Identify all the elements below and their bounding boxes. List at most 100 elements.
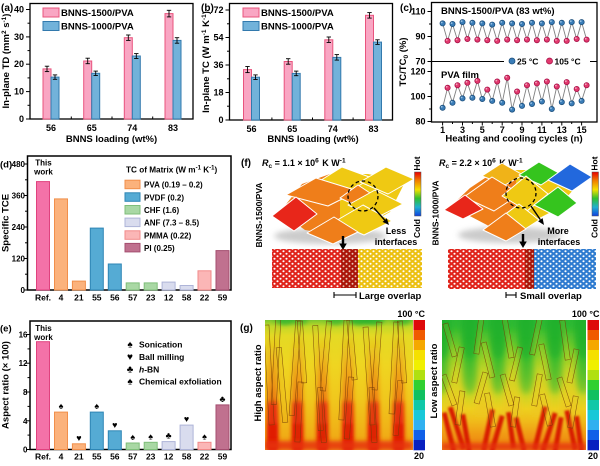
svg-text:This: This — [35, 324, 52, 333]
svg-text:54: 54 — [213, 33, 223, 43]
svg-text:65: 65 — [87, 123, 97, 133]
svg-text:Ball milling: Ball milling — [139, 352, 184, 362]
svg-text:120: 120 — [12, 255, 26, 264]
svg-text:58: 58 — [182, 452, 192, 462]
svg-text:Hot: Hot — [412, 156, 422, 170]
svg-text:100 °C: 100 °C — [397, 309, 425, 319]
svg-text:23: 23 — [146, 293, 156, 303]
svg-text:58: 58 — [182, 293, 192, 303]
svg-text:Sonication: Sonication — [139, 340, 182, 350]
svg-text:10: 10 — [14, 87, 24, 97]
svg-text:♣: ♣ — [220, 394, 226, 404]
svg-text:56: 56 — [246, 124, 256, 134]
svg-text:BNNS-1500/PVA (83 wt%): BNNS-1500/PVA (83 wt%) — [441, 6, 555, 17]
svg-text:23: 23 — [146, 452, 156, 462]
svg-text:BNNS loading (wt%): BNNS loading (wt%) — [66, 134, 157, 145]
svg-text:20: 20 — [588, 451, 598, 461]
svg-text:57: 57 — [128, 293, 138, 303]
svg-text:(c): (c) — [400, 3, 412, 14]
svg-text:BNNS-1500/PVA: BNNS-1500/PVA — [61, 8, 134, 19]
svg-text:16: 16 — [19, 331, 28, 340]
svg-text:65: 65 — [287, 124, 297, 134]
svg-text:Ref.: Ref. — [35, 452, 51, 462]
svg-text:8: 8 — [23, 388, 28, 397]
svg-text:240: 240 — [12, 223, 26, 232]
svg-text:♠: ♠ — [202, 431, 207, 441]
svg-text:15: 15 — [577, 125, 587, 135]
svg-text:Rc = 1.1 × 106 K W-1: Rc = 1.1 × 106 K W-1 — [262, 158, 346, 171]
svg-text:74: 74 — [127, 123, 137, 133]
svg-text:(e): (e) — [0, 324, 12, 335]
svg-text:0: 0 — [23, 446, 28, 455]
svg-text:105 °C: 105 °C — [555, 57, 581, 67]
svg-text:BNNS-1500/PVA: BNNS-1500/PVA — [261, 8, 334, 19]
svg-text:♠: ♠ — [130, 432, 135, 442]
svg-text:100 °C: 100 °C — [572, 309, 600, 319]
svg-text:3: 3 — [460, 125, 465, 135]
svg-text:Large overlap: Large overlap — [359, 291, 421, 302]
svg-text:Ref.: Ref. — [35, 293, 51, 303]
svg-text:13: 13 — [557, 125, 567, 135]
svg-text:20: 20 — [14, 59, 24, 69]
svg-text:59: 59 — [218, 293, 228, 303]
svg-text:♥: ♥ — [127, 352, 133, 363]
svg-text:Aspect ratio (× 100): Aspect ratio (× 100) — [1, 341, 12, 429]
svg-text:PI (0.25): PI (0.25) — [144, 244, 175, 253]
svg-text:0: 0 — [19, 114, 24, 124]
svg-text:♣: ♣ — [166, 431, 172, 441]
svg-text:ANF (7.3 – 8.5): ANF (7.3 – 8.5) — [144, 219, 199, 228]
svg-text:TC/TC0 (%): TC/TC0 (%) — [398, 37, 410, 86]
svg-text:Rc = 2.2 × 106 K W-1: Rc = 2.2 × 106 K W-1 — [439, 158, 523, 171]
svg-text:PMMA (0.22): PMMA (0.22) — [144, 231, 192, 240]
svg-text:♠: ♠ — [127, 377, 133, 388]
svg-text:4: 4 — [59, 293, 64, 303]
svg-text:PVDF (0.2): PVDF (0.2) — [144, 193, 184, 202]
svg-text:(a): (a) — [1, 3, 13, 14]
svg-text:This: This — [35, 159, 52, 168]
svg-text:High aspect ratio: High aspect ratio — [253, 344, 264, 421]
svg-text:BNNS loading (wt%): BNNS loading (wt%) — [267, 134, 358, 145]
svg-text:12: 12 — [164, 293, 174, 303]
svg-text:25 °C: 25 °C — [517, 57, 538, 67]
svg-text:83: 83 — [368, 124, 378, 134]
svg-text:Cold: Cold — [412, 219, 422, 238]
svg-text:72: 72 — [213, 5, 223, 15]
svg-text:1: 1 — [440, 125, 445, 135]
svg-text:12: 12 — [19, 359, 28, 368]
svg-text:56: 56 — [46, 123, 56, 133]
svg-text:57: 57 — [128, 452, 138, 462]
svg-text:♠: ♠ — [127, 340, 133, 351]
svg-text:h-BN: h-BN — [139, 364, 159, 374]
svg-text:♠: ♠ — [94, 401, 99, 411]
svg-text:Hot: Hot — [590, 156, 600, 170]
svg-text:83: 83 — [168, 123, 178, 133]
svg-text:interfaces: interfaces — [375, 237, 418, 247]
svg-text:120: 120 — [410, 67, 425, 77]
svg-text:♠: ♠ — [59, 401, 64, 411]
svg-text:PVA (0.19 – 0.2): PVA (0.19 – 0.2) — [144, 181, 203, 190]
svg-text:Specific TCE: Specific TCE — [1, 194, 12, 252]
svg-text:40: 40 — [14, 5, 24, 15]
svg-text:♥: ♥ — [184, 414, 189, 424]
svg-text:CHF (1.6): CHF (1.6) — [144, 206, 179, 215]
svg-text:4: 4 — [23, 417, 28, 426]
svg-text:56: 56 — [110, 293, 120, 303]
svg-text:PVA film: PVA film — [441, 70, 479, 81]
svg-text:21: 21 — [74, 452, 84, 462]
svg-text:♣: ♣ — [127, 364, 134, 375]
svg-text:90: 90 — [415, 32, 425, 42]
svg-text:18: 18 — [213, 88, 223, 98]
svg-text:(f): (f) — [241, 158, 251, 169]
svg-text:Less: Less — [386, 226, 407, 236]
svg-text:22: 22 — [200, 452, 210, 462]
svg-text:Chemical exfoliation: Chemical exfoliation — [139, 377, 222, 387]
svg-text:9: 9 — [519, 125, 524, 135]
svg-text:Small overlap: Small overlap — [520, 291, 582, 302]
svg-text:BNNS-1000/PVA: BNNS-1000/PVA — [261, 22, 334, 33]
svg-text:More: More — [547, 226, 569, 236]
svg-text:0: 0 — [218, 115, 223, 125]
svg-text:TC of Matrix (W m-1 K-1): TC of Matrix (W m-1 K-1) — [126, 166, 217, 175]
svg-text:7: 7 — [500, 125, 505, 135]
svg-text:56: 56 — [110, 452, 120, 462]
svg-text:Low aspect ratio: Low aspect ratio — [429, 343, 440, 418]
